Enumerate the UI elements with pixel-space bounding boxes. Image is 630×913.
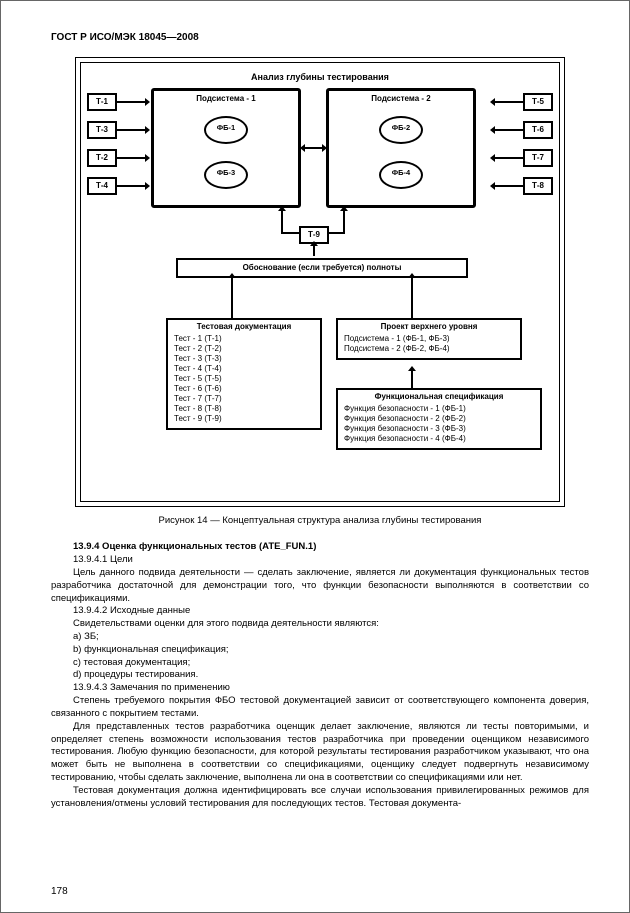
- fb-circle: ФБ-1: [204, 116, 248, 144]
- paragraph: Для представленных тестов разработчика о…: [51, 721, 589, 785]
- arrow: [411, 278, 413, 320]
- list-item: b) функциональная спецификация;: [51, 644, 589, 657]
- doc-header: ГОСТ Р ИСО/МЭК 18045—2008: [51, 31, 589, 45]
- list-item: Подсистема - 1 (ФБ-1, ФБ-3): [344, 334, 514, 344]
- arrow: [495, 129, 523, 131]
- list-item: c) тестовая документация;: [51, 657, 589, 670]
- list-item: a) ЗБ;: [51, 631, 589, 644]
- arrow: [281, 211, 283, 233]
- arrow: [281, 232, 299, 234]
- list-item: Тест - 1 (Т-1): [174, 334, 314, 344]
- figure-title: Анализ глубины тестирования: [89, 71, 551, 83]
- paragraph: Свидетельствами оценки для этого подвида…: [51, 618, 589, 631]
- subheading: 13.9.4.3 Замечания по применению: [51, 682, 589, 695]
- subheading: 13.9.4.1 Цели: [51, 554, 589, 567]
- t-box: Т-8: [523, 177, 553, 195]
- fb-circle: ФБ-4: [379, 161, 423, 189]
- list-item: Тест - 3 (Т-3): [174, 354, 314, 364]
- t-box: Т-5: [523, 93, 553, 111]
- box-title: Тестовая документация: [174, 322, 314, 332]
- subheading: 13.9.4.2 Исходные данные: [51, 605, 589, 618]
- arrow: [313, 246, 315, 256]
- list-item: Тест - 4 (Т-4): [174, 364, 314, 374]
- arrow: [117, 185, 145, 187]
- list-item: Функция безопасности - 4 (ФБ-4): [344, 434, 534, 444]
- list-item: Функция безопасности - 3 (ФБ-3): [344, 424, 534, 434]
- paragraph: Цель данного подвида деятельности — сдел…: [51, 567, 589, 605]
- box-title: Функциональная спецификация: [344, 392, 534, 402]
- arrow: [231, 278, 233, 320]
- arrow: [117, 157, 145, 159]
- subsystem-2: Подсистема - 2 ФБ-2 ФБ-4: [326, 88, 476, 208]
- fb-circle: ФБ-3: [204, 161, 248, 189]
- upper-project-box: Проект верхнего уровня Подсистема - 1 (Ф…: [336, 318, 522, 360]
- box-title: Проект верхнего уровня: [344, 322, 514, 332]
- subsystem-1: Подсистема - 1 ФБ-1 ФБ-3: [151, 88, 301, 208]
- list-item: Тест - 9 (Т-9): [174, 414, 314, 424]
- t-box: Т-2: [87, 149, 117, 167]
- figure-inner-frame: Анализ глубины тестирования Т-1 Т-3 Т-2 …: [80, 62, 560, 502]
- list-item: Подсистема - 2 (ФБ-2, ФБ-4): [344, 344, 514, 354]
- list-item: Тест - 7 (Т-7): [174, 394, 314, 404]
- fb-circle: ФБ-2: [379, 116, 423, 144]
- paragraph: Степень требуемого покрытия ФБО тестовой…: [51, 695, 589, 721]
- list-item: Функция безопасности - 1 (ФБ-1): [344, 404, 534, 414]
- figure-caption: Рисунок 14 — Концептуальная структура ан…: [51, 515, 589, 528]
- arrow: [495, 101, 523, 103]
- list-item: Тест - 5 (Т-5): [174, 374, 314, 384]
- figure-outer-frame: Анализ глубины тестирования Т-1 Т-3 Т-2 …: [75, 57, 565, 507]
- list-item: Тест - 8 (Т-8): [174, 404, 314, 414]
- justification-box: Обоснование (если требуется) полноты: [176, 258, 468, 279]
- page: ГОСТ Р ИСО/МЭК 18045—2008 Анализ глубины…: [0, 0, 630, 913]
- func-spec-box: Функциональная спецификация Функция безо…: [336, 388, 542, 450]
- arrow: [343, 211, 345, 233]
- arrow: [305, 147, 322, 149]
- list-item: Тест - 6 (Т-6): [174, 384, 314, 394]
- arrow: [495, 157, 523, 159]
- t-box: Т-3: [87, 121, 117, 139]
- subsystem-label: Подсистема - 1: [154, 94, 298, 105]
- t-box: Т-6: [523, 121, 553, 139]
- t-box: Т-7: [523, 149, 553, 167]
- arrow: [117, 129, 145, 131]
- list-item: d) процедуры тестирования.: [51, 669, 589, 682]
- t-box: Т-4: [87, 177, 117, 195]
- list-item: Тест - 2 (Т-2): [174, 344, 314, 354]
- arrow: [329, 232, 345, 234]
- arrow: [411, 371, 413, 389]
- test-doc-box: Тестовая документация Тест - 1 (Т-1) Тес…: [166, 318, 322, 430]
- arrow: [117, 101, 145, 103]
- subsystem-label: Подсистема - 2: [329, 94, 473, 105]
- t-box: Т-1: [87, 93, 117, 111]
- page-number: 178: [51, 885, 68, 899]
- list-item: Функция безопасности - 2 (ФБ-2): [344, 414, 534, 424]
- arrow: [495, 185, 523, 187]
- paragraph: Тестовая документация должна идентифицир…: [51, 785, 589, 811]
- heading: 13.9.4 Оценка функциональных тестов (ATE…: [51, 541, 589, 554]
